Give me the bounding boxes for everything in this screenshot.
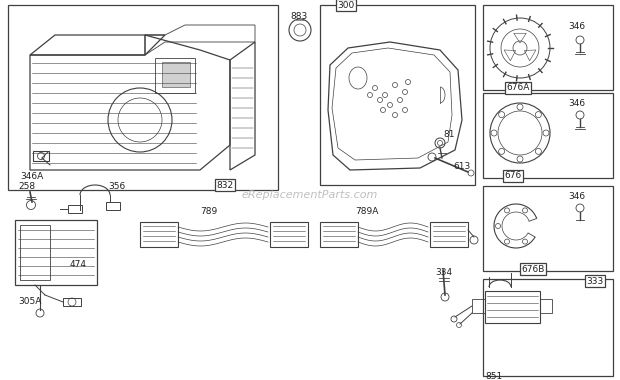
Text: 305A: 305A <box>18 297 42 306</box>
Bar <box>140 222 178 247</box>
Text: 474: 474 <box>70 260 87 269</box>
Bar <box>540 299 552 313</box>
Bar <box>68 205 82 213</box>
Bar <box>472 299 485 313</box>
Bar <box>8 5 278 190</box>
Text: eReplacementParts.com: eReplacementParts.com <box>242 190 378 200</box>
Bar <box>430 222 468 247</box>
Text: 676A: 676A <box>507 84 529 92</box>
Bar <box>320 222 358 247</box>
Text: 851: 851 <box>485 372 502 380</box>
Text: 613: 613 <box>453 162 470 171</box>
Bar <box>320 5 475 185</box>
Bar <box>33 151 49 161</box>
Bar <box>63 298 81 306</box>
Bar <box>15 220 97 285</box>
Text: 346: 346 <box>568 22 585 31</box>
Text: 346: 346 <box>568 99 585 108</box>
Bar <box>106 202 120 210</box>
Text: 81: 81 <box>443 130 454 139</box>
Bar <box>270 222 308 247</box>
Bar <box>162 62 190 87</box>
Bar <box>485 291 540 323</box>
Bar <box>483 5 613 90</box>
Text: 333: 333 <box>587 277 604 285</box>
Text: 346: 346 <box>568 192 585 201</box>
Text: 356: 356 <box>108 182 125 191</box>
Text: 258: 258 <box>18 182 35 191</box>
Text: 346A: 346A <box>20 172 43 181</box>
Text: 334: 334 <box>435 268 452 277</box>
Text: 300: 300 <box>337 0 355 10</box>
Bar <box>483 186 613 271</box>
Text: 789: 789 <box>200 207 217 216</box>
Text: 676B: 676B <box>521 264 545 274</box>
Bar <box>483 279 613 376</box>
Text: 676: 676 <box>505 171 521 180</box>
Bar <box>483 93 613 178</box>
Text: 832: 832 <box>216 180 234 190</box>
Text: 883: 883 <box>290 12 308 21</box>
Text: 789A: 789A <box>355 207 378 216</box>
Bar <box>20 225 50 280</box>
Bar <box>155 58 195 93</box>
